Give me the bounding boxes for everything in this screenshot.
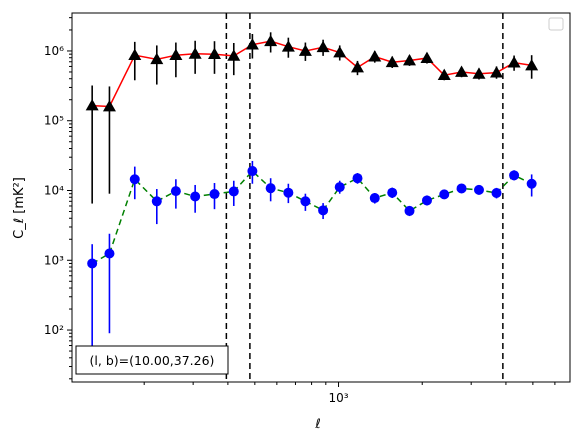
annotation-text: (l, b)=(10.00,37.26) <box>90 353 215 368</box>
data-point <box>350 60 364 73</box>
data-point <box>491 188 502 199</box>
data-point <box>369 193 380 204</box>
data-point <box>472 67 486 79</box>
y-tick-label: 10³ <box>44 253 64 267</box>
x-axis-label: ℓ <box>314 417 320 432</box>
data-point <box>316 40 330 53</box>
series-triangles <box>85 32 539 204</box>
data-point <box>526 178 537 189</box>
data-point <box>102 99 116 112</box>
data-point <box>509 170 520 181</box>
data-point <box>385 55 399 68</box>
y-axis: 10² 10³ 10⁴ 10⁵ 10⁶ <box>44 17 72 380</box>
data-point <box>490 66 504 78</box>
data-point <box>403 53 417 66</box>
data-point <box>298 44 312 56</box>
data-point <box>456 183 467 194</box>
x-axis: 10³ <box>143 382 556 405</box>
data-point <box>104 248 115 259</box>
data-point <box>352 173 363 184</box>
data-point <box>87 258 98 269</box>
y-tick-label: 10⁴ <box>44 183 64 197</box>
data-point <box>190 191 201 202</box>
data-point <box>209 189 220 200</box>
data-point <box>150 52 164 65</box>
data-point <box>228 186 239 197</box>
vertical-lines <box>225 13 504 382</box>
data-point <box>439 189 450 200</box>
x-tick-label: 10³ <box>328 391 348 405</box>
data-point <box>151 196 162 207</box>
data-point <box>281 40 295 52</box>
y-tick-label: 10² <box>44 323 64 337</box>
data-point <box>421 195 432 206</box>
data-point <box>387 187 398 198</box>
y-axis-label: C_ℓ [mK²] <box>12 177 27 239</box>
data-point <box>188 47 202 59</box>
data-point <box>368 50 382 62</box>
data-point <box>170 186 181 197</box>
data-point <box>283 187 294 198</box>
legend-box <box>548 17 564 31</box>
data-point <box>227 49 241 61</box>
data-point <box>318 205 329 216</box>
data-point <box>265 183 276 194</box>
data-point <box>525 58 539 71</box>
y-tick-label: 10⁶ <box>44 44 64 58</box>
data-point <box>473 184 484 195</box>
data-point <box>85 99 99 111</box>
data-point <box>404 205 415 216</box>
data-point <box>247 166 258 177</box>
data-point <box>245 38 259 50</box>
data-point <box>437 68 451 81</box>
data-point <box>129 174 140 185</box>
data-point <box>334 182 345 193</box>
data-point <box>264 34 278 47</box>
series-circles <box>87 160 537 355</box>
data-point <box>507 56 521 68</box>
annotation-box: (l, b)=(10.00,37.26) <box>75 345 229 375</box>
data-point <box>300 196 311 207</box>
data-point <box>128 48 142 61</box>
data-point <box>169 48 183 61</box>
data-point <box>333 46 347 58</box>
series-layer <box>85 32 539 355</box>
data-point <box>207 47 221 60</box>
y-tick-label: 10⁵ <box>44 114 64 128</box>
data-point <box>420 51 434 63</box>
data-point <box>455 65 469 77</box>
